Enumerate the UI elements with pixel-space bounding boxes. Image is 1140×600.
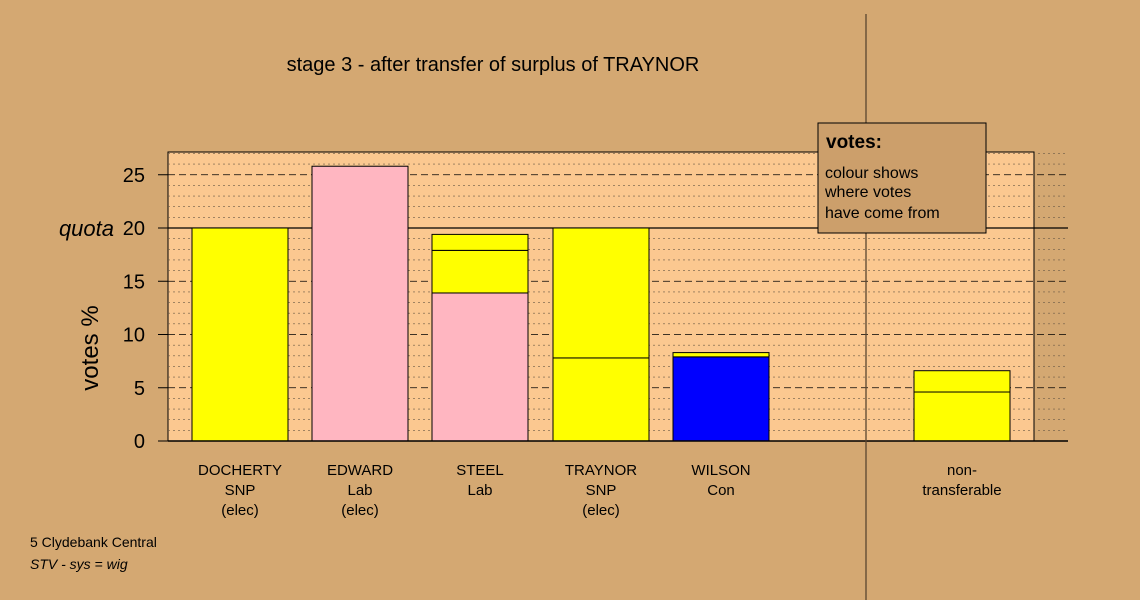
legend-line-3: have come from [825, 205, 940, 222]
candidate-labels: DOCHERTY SNP (elec) EDWARD Lab (elec) STEEL Lab… [198, 462, 1002, 519]
nontransferable-label-line: transferable [922, 482, 1001, 499]
y-tick-label: 10 [123, 325, 145, 347]
wilson-label-line: Con [707, 482, 735, 499]
traynor-label-line: TRAYNOR [565, 462, 637, 479]
bar-segment-traynor [552, 227, 650, 359]
traynor-label-line: SNP [586, 482, 617, 499]
bar-segment-steel [431, 249, 529, 294]
edward-label-line: EDWARD [327, 462, 393, 479]
y-tick-label: 15 [123, 271, 145, 293]
bar-segment-nontransferable [913, 391, 1011, 442]
steel-label-line: STEEL [456, 462, 504, 479]
y-tick-label: 0 [134, 431, 145, 453]
edward-label-line: Lab [347, 482, 372, 499]
docherty-label-line: DOCHERTY [198, 462, 282, 479]
bar-segment-wilson [672, 352, 770, 358]
bar-segment-edward [311, 165, 409, 442]
system-label: STV - sys = wig [30, 556, 128, 572]
legend-line-1: colour shows [825, 165, 918, 182]
bars [191, 165, 1011, 442]
chart-title: stage 3 - after transfer of surplus of T… [287, 54, 700, 76]
y-tick-label: 25 [123, 165, 145, 187]
bar-segment-docherty [191, 227, 289, 442]
legend-line-2: where votes [824, 184, 911, 201]
traynor-label-line: (elec) [582, 502, 620, 519]
y-axis: 0 5 10 15 20 25 [123, 165, 168, 453]
bar-segment-steel [431, 233, 529, 251]
steel-label-line: Lab [467, 482, 492, 499]
legend: votes: colour shows where votes have com… [817, 122, 987, 234]
legend-box [817, 122, 987, 234]
docherty-label-line: SNP [225, 482, 256, 499]
bar-segment-traynor [552, 357, 650, 442]
bar-segment-steel [431, 292, 529, 442]
y-tick-label: 20 [123, 218, 145, 240]
constituency-label: 5 Clydebank Central [30, 534, 157, 550]
nontransferable-label-line: non- [947, 462, 977, 479]
quota-label: quota [59, 216, 114, 241]
y-tick-label: 5 [134, 378, 145, 400]
legend-title: votes: [826, 132, 882, 153]
wilson-label-line: WILSON [691, 462, 750, 479]
docherty-label-line: (elec) [221, 502, 259, 519]
edward-label-line: (elec) [341, 502, 379, 519]
bar-segment-nontransferable [913, 370, 1011, 393]
y-axis-label: votes % [77, 305, 104, 390]
bar-segment-wilson [672, 356, 770, 442]
